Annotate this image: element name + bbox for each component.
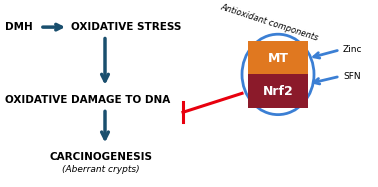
FancyBboxPatch shape xyxy=(248,41,308,74)
FancyBboxPatch shape xyxy=(248,74,308,108)
Text: OXIDATIVE STRESS: OXIDATIVE STRESS xyxy=(71,22,181,32)
Text: Antioxidant components: Antioxidant components xyxy=(220,2,320,42)
Text: OXIDATIVE DAMAGE TO DNA: OXIDATIVE DAMAGE TO DNA xyxy=(5,95,170,105)
Text: (Aberrant crypts): (Aberrant crypts) xyxy=(62,165,139,174)
Text: Nrf2: Nrf2 xyxy=(263,85,293,98)
Text: SFN: SFN xyxy=(343,72,361,81)
Text: MT: MT xyxy=(268,52,288,65)
Text: Zinc: Zinc xyxy=(343,45,363,54)
Text: CARCINOGENESIS: CARCINOGENESIS xyxy=(50,152,153,162)
Text: DMH: DMH xyxy=(5,22,33,32)
